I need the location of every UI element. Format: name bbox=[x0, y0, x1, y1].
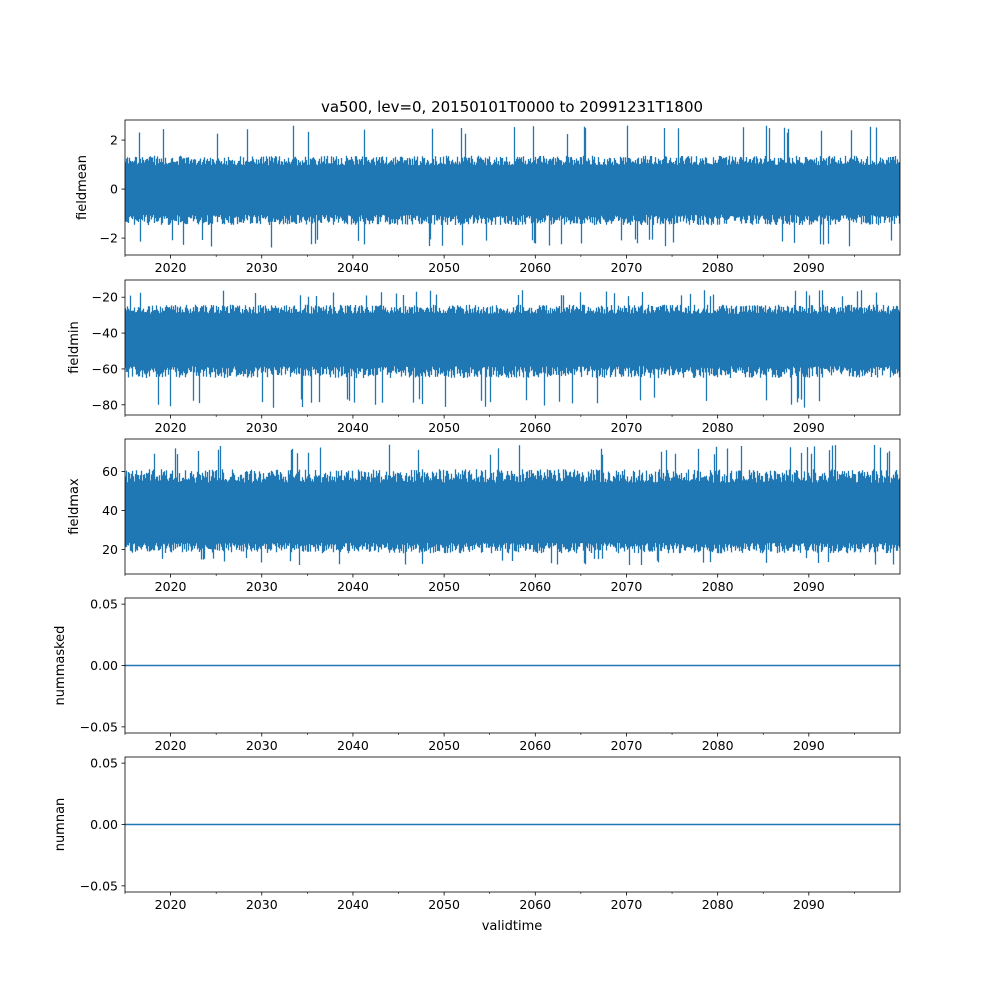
axes-frame bbox=[124, 438, 901, 575]
panel-fieldmean: 2020 2030 2040 2050 2060 2070 2080 2090 −2 0 2 fiel… bbox=[75, 119, 901, 275]
x-tick-label: 2040 bbox=[337, 738, 369, 753]
y-tick-label: −0.05 bbox=[80, 719, 118, 734]
panel-fieldmax: 2020 2030 2040 2050 2060 2070 2080 2090204060fi… bbox=[67, 438, 901, 594]
x-tick-label: 2040 bbox=[337, 897, 369, 912]
y-tick-label: 0 bbox=[110, 182, 118, 197]
x-tick-label: 2020 bbox=[155, 738, 187, 753]
x-tick-label: 2070 bbox=[611, 897, 643, 912]
x-tick-label: 2090 bbox=[793, 579, 825, 594]
x-tick-label: 2090 bbox=[793, 738, 825, 753]
y-tick-label: 0.00 bbox=[90, 658, 118, 673]
x-tick-label: 2020 bbox=[155, 420, 187, 435]
x-tick-label: 2060 bbox=[519, 579, 551, 594]
x-tick-label: 2030 bbox=[246, 260, 278, 275]
x-tick-label: 2050 bbox=[428, 897, 460, 912]
x-tick-label: 2090 bbox=[793, 897, 825, 912]
series-line-fieldmean bbox=[124, 125, 901, 248]
y-axis-label: fieldmean bbox=[75, 155, 90, 220]
x-tick-label: 2080 bbox=[702, 579, 734, 594]
x-tick-label: 2040 bbox=[337, 579, 369, 594]
y-tick-label: 40 bbox=[102, 503, 118, 518]
series-line-fieldmax bbox=[124, 444, 901, 565]
x-axis-label: validtime bbox=[482, 919, 543, 934]
x-tick-label: 2080 bbox=[702, 738, 734, 753]
x-tick-label: 2050 bbox=[428, 420, 460, 435]
y-tick-label: −20 bbox=[92, 290, 118, 305]
y-axis-label: fieldmin bbox=[67, 321, 82, 374]
x-tick-label: 2090 bbox=[793, 260, 825, 275]
y-tick-label: −0.05 bbox=[80, 878, 118, 893]
series-line-fieldmin bbox=[124, 290, 901, 408]
x-tick-label: 2060 bbox=[519, 897, 551, 912]
chart-title: va500, lev=0, 20150101T0000 to 20991231T… bbox=[321, 98, 703, 116]
panel-fieldmin: 2020 2030 2040 2050 2060 2070 2080 2090 −80 −60 −4… bbox=[67, 279, 901, 435]
y-tick-label: 2 bbox=[110, 133, 118, 148]
x-tick-label: 2090 bbox=[793, 420, 825, 435]
x-tick-label: 2070 bbox=[611, 579, 643, 594]
y-axis-label: numnan bbox=[53, 798, 68, 852]
x-tick-label: 2050 bbox=[428, 579, 460, 594]
y-tick-label: 0.05 bbox=[90, 597, 118, 612]
x-tick-label: 2050 bbox=[428, 260, 460, 275]
y-tick-label: 20 bbox=[102, 542, 118, 557]
panel-nummasked: 2020 2030 2040 2050 2060 2070 2080 2090 −0.05 0.0… bbox=[53, 597, 901, 753]
x-tick-label: 2060 bbox=[519, 260, 551, 275]
x-tick-label: 2020 bbox=[155, 260, 187, 275]
y-axis-label: fieldmax bbox=[67, 478, 82, 535]
x-tick-label: 2030 bbox=[246, 579, 278, 594]
x-tick-label: 2030 bbox=[246, 420, 278, 435]
x-tick-label: 2080 bbox=[702, 420, 734, 435]
x-tick-label: 2070 bbox=[611, 738, 643, 753]
y-axis-label: nummasked bbox=[53, 626, 68, 706]
x-tick-label: 2050 bbox=[428, 738, 460, 753]
y-tick-label: −2 bbox=[100, 231, 118, 246]
x-tick-label: 2020 bbox=[155, 897, 187, 912]
x-tick-label: 2070 bbox=[611, 260, 643, 275]
y-tick-label: −80 bbox=[92, 397, 118, 412]
x-tick-label: 2040 bbox=[337, 420, 369, 435]
y-tick-label: 0.05 bbox=[90, 756, 118, 771]
y-tick-label: −60 bbox=[92, 361, 118, 376]
x-tick-label: 2030 bbox=[246, 897, 278, 912]
axes-frame bbox=[124, 119, 901, 256]
x-tick-label: 2060 bbox=[519, 420, 551, 435]
x-tick-label: 2080 bbox=[702, 897, 734, 912]
x-tick-label: 2020 bbox=[155, 579, 187, 594]
panel-numnan: 2020 2030 2040 2050 2060 2070 2080 2090 −0.05 0.0… bbox=[53, 756, 901, 912]
x-tick-label: 2080 bbox=[702, 260, 734, 275]
x-tick-label: 2070 bbox=[611, 420, 643, 435]
x-tick-label: 2060 bbox=[519, 738, 551, 753]
y-tick-label: 60 bbox=[102, 464, 118, 479]
axes-frame bbox=[124, 279, 901, 416]
x-tick-label: 2040 bbox=[337, 260, 369, 275]
y-tick-label: −40 bbox=[92, 326, 118, 341]
y-tick-label: 0.00 bbox=[90, 817, 118, 832]
x-tick-label: 2030 bbox=[246, 738, 278, 753]
